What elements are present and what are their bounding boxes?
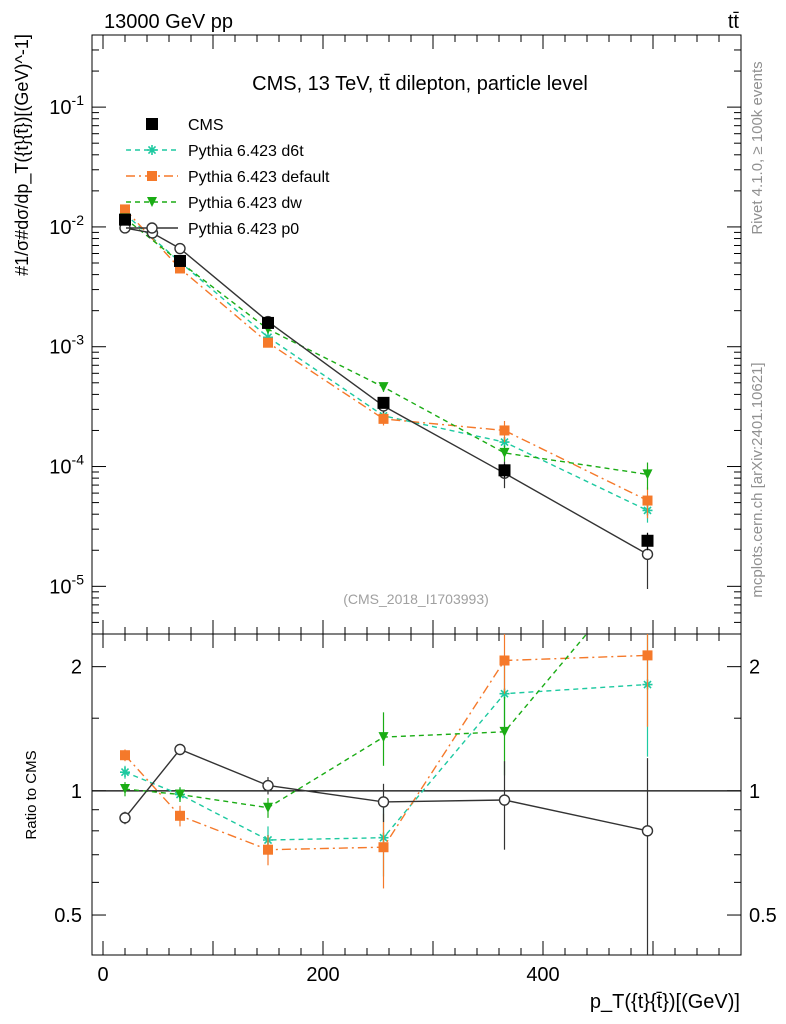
main-y-axis-title: #1/σ#dσ/dp_T({t}{t̄})[(GeV)^-1] xyxy=(12,34,33,276)
main-series-2 xyxy=(120,204,653,519)
ratio-point-pythia-6-423-dw-0 xyxy=(120,784,130,795)
ratio-series-1 xyxy=(120,634,653,889)
ratio-y-tick-label: 0.5 xyxy=(54,905,82,927)
main-point-pythia-6-423-default-0 xyxy=(120,204,130,215)
legend-label: Pythia 6.423 dw xyxy=(188,195,302,212)
ratio-y-tick-label: 1 xyxy=(71,781,82,803)
main-y-tick-label: 10-3 xyxy=(49,332,84,359)
ratio-point-pythia-6-423-default-5 xyxy=(642,650,653,661)
ratio-point-pythia-6-423-default-1 xyxy=(175,810,185,821)
legend-item-pythia-6-423-dw: Pythia 6.423 dw xyxy=(126,195,302,212)
ratio-y-tick-label-right: 1 xyxy=(749,781,760,803)
legend-marker xyxy=(146,118,158,130)
ratio-point-pythia-6-423-dw-3 xyxy=(378,732,389,743)
ratio-point-pythia-6-423-p0-5 xyxy=(641,825,654,837)
ratio-y-tick-label: 2 xyxy=(71,657,82,679)
main-point-pythia-6-423-p0-6 xyxy=(641,548,654,561)
legend-marker xyxy=(147,171,157,181)
ratio-point-pythia-6-423-default-2 xyxy=(263,844,273,855)
ratio-point-pythia-6-423-p0-3 xyxy=(377,796,390,808)
main-point-pythia-6-423-d6t-2 xyxy=(263,332,273,343)
main-point-pythia-6-423-default-3 xyxy=(378,413,389,424)
legend-label: Pythia 6.423 default xyxy=(188,169,330,186)
legend-marker xyxy=(146,222,158,234)
ratio-series-3 xyxy=(119,743,654,955)
ratio-point-pythia-6-423-p0-4 xyxy=(498,794,511,806)
main-axis-ticks: 10-5 10-4 10-3 10-2 10-1 xyxy=(49,34,741,635)
ratio-point-pythia-6-423-dw-4 xyxy=(499,726,510,737)
ratio-axis-ticks: 0.5 0.5 1 1 2 2 0 200 400 xyxy=(54,634,777,986)
legend-item-pythia-6-423-p0: Pythia 6.423 p0 xyxy=(126,221,299,238)
main-y-tick-label: 10-2 xyxy=(49,212,84,239)
ratio-series-0 xyxy=(120,634,653,877)
legend-item-cms: CMS xyxy=(146,117,224,134)
legend-item-pythia-6-423-default: Pythia 6.423 default xyxy=(126,169,330,186)
ratio-point-pythia-6-423-default-0 xyxy=(120,750,130,761)
legend-label: Pythia 6.423 d6t xyxy=(188,143,304,160)
main-y-tick-label: 10-1 xyxy=(49,92,84,119)
process-label: tt̄ xyxy=(728,11,740,33)
ratio-point-pythia-6-423-p0-2 xyxy=(262,779,274,792)
main-point-pythia-6-423-default-1 xyxy=(175,263,185,274)
main-point-cms-2 xyxy=(262,316,274,329)
ratio-line-pythia-6-423-default xyxy=(124,654,648,851)
main-point-pythia-6-423-p0-2 xyxy=(174,242,186,255)
main-point-pythia-6-423-dw-3 xyxy=(378,382,389,393)
main-point-pythia-6-423-dw-4 xyxy=(499,447,510,458)
main-point-pythia-6-423-default-4 xyxy=(499,425,510,436)
legend-marker xyxy=(147,197,157,207)
ratio-line-pythia-6-423-dw xyxy=(124,634,588,809)
analysis-label: (CMS_2018_I1703993) xyxy=(343,591,489,607)
main-point-pythia-6-423-default-2 xyxy=(263,337,273,348)
ratio-y-axis-title: Ratio to CMS xyxy=(23,750,40,839)
main-series-1 xyxy=(120,209,653,523)
ratio-line-pythia-6-423-d6t xyxy=(124,683,648,841)
ratio-line-pythia-6-423-p0 xyxy=(124,748,648,832)
ratio-y-tick-label-right: 0.5 xyxy=(749,905,777,927)
ratio-point-pythia-6-423-p0-1 xyxy=(174,743,186,756)
main-y-tick-label: 10-4 xyxy=(49,452,84,479)
main-line-pythia-6-423-default xyxy=(124,208,648,502)
legend-marker xyxy=(147,145,157,155)
plot-title: CMS, 13 TeV, tt̄ dilepton, particle leve… xyxy=(252,73,588,95)
main-series-layer xyxy=(119,204,654,589)
legend-label: Pythia 6.423 p0 xyxy=(188,221,299,238)
main-series-0 xyxy=(119,213,654,551)
x-axis-title: p_T({t}{t̄})[(GeV)] xyxy=(590,991,740,1013)
energy-label: 13000 GeV pp xyxy=(104,11,233,33)
ratio-plot-frame xyxy=(91,633,742,956)
main-line-pythia-6-423-p0 xyxy=(124,227,648,555)
main-point-pythia-6-423-dw-5 xyxy=(642,469,653,480)
main-y-tick-label: 10-5 xyxy=(49,571,84,598)
main-point-cms-1 xyxy=(174,254,186,267)
ratio-series-2 xyxy=(120,634,588,818)
main-line-pythia-6-423-dw xyxy=(124,217,648,476)
x-tick-label: 200 xyxy=(306,964,339,986)
legend-label: CMS xyxy=(188,117,224,134)
legend-item-pythia-6-423-d6t: Pythia 6.423 d6t xyxy=(126,143,304,160)
ratio-point-pythia-6-423-dw-1 xyxy=(175,789,185,800)
main-point-cms-5 xyxy=(641,534,654,547)
main-point-cms-0 xyxy=(119,213,131,226)
mcplots-label: mcplots.cern.ch [arXiv:2401.10621] xyxy=(749,362,766,597)
ratio-point-pythia-6-423-default-4 xyxy=(499,655,510,666)
main-point-pythia-6-423-default-5 xyxy=(642,495,653,506)
ratio-point-pythia-6-423-d6t-0 xyxy=(120,767,130,778)
ratio-point-pythia-6-423-dw-2 xyxy=(263,802,273,813)
main-point-cms-4 xyxy=(498,464,511,477)
main-point-cms-3 xyxy=(377,396,390,409)
main-line-pythia-6-423-d6t xyxy=(124,213,648,512)
ratio-series-layer xyxy=(119,634,654,955)
ratio-y-tick-label-right: 2 xyxy=(749,657,760,679)
x-tick-label: 400 xyxy=(526,964,559,986)
ratio-point-pythia-6-423-p0-0 xyxy=(119,812,131,824)
legend: CMS Pythia 6.423 d6t Pythia 6.423 default P… xyxy=(126,117,330,238)
main-series-3 xyxy=(120,213,653,490)
rivet-label: Rivet 4.1.0, ≥ 100k events xyxy=(749,61,766,234)
ratio-point-pythia-6-423-default-3 xyxy=(378,842,389,853)
x-tick-label: 0 xyxy=(97,964,108,986)
